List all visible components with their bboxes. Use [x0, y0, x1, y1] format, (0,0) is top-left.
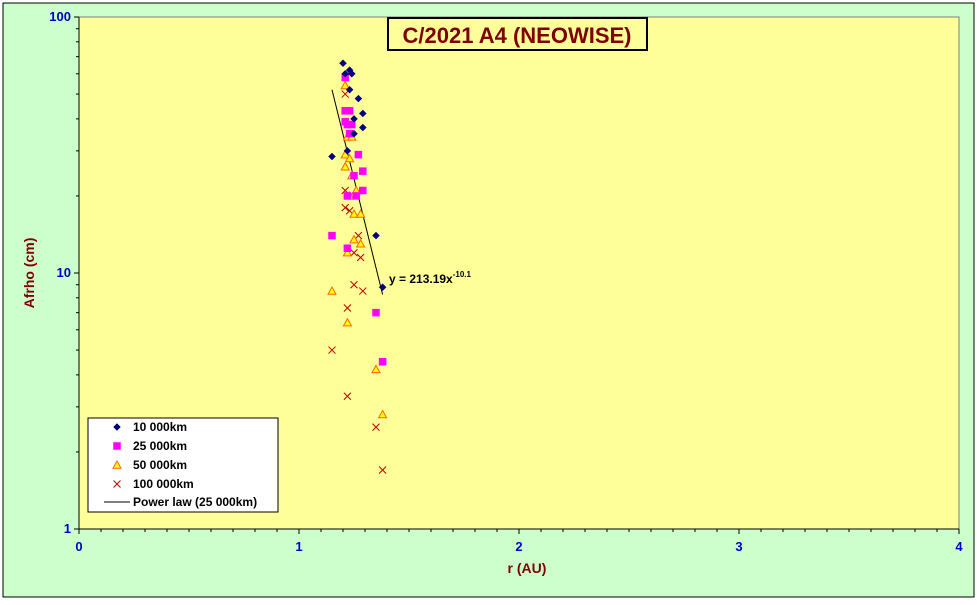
- data-point: [341, 69, 350, 78]
- data-point: [328, 346, 336, 354]
- legend-label-50000km: 50 000km: [133, 458, 187, 472]
- data-point: [359, 186, 367, 195]
- data-point: [342, 317, 353, 327]
- data-point: [340, 161, 351, 171]
- data-point: [355, 208, 366, 218]
- legend-marker: [113, 423, 121, 431]
- data-point: [350, 248, 358, 257]
- legend-item-10000km: 10 000km: [113, 420, 187, 434]
- data-point: [343, 304, 352, 312]
- legend-label-25000km: 25 000km: [133, 439, 187, 453]
- trendline-equation-base: y = 213.19x: [389, 272, 453, 286]
- data-point: [341, 203, 350, 212]
- legend-marker: [113, 480, 121, 488]
- data-point: [358, 109, 367, 118]
- data-point: [344, 153, 355, 163]
- data-point: [378, 283, 387, 292]
- x-tick-label: 1: [295, 539, 302, 554]
- data-point: [372, 231, 380, 240]
- data-point: [340, 80, 351, 90]
- chart-title-box: [387, 17, 648, 51]
- data-point: [348, 120, 356, 129]
- data-point: [372, 308, 380, 317]
- data-point: [372, 423, 380, 431]
- data-point: [355, 238, 366, 248]
- legend-item-50000km: 50 000km: [112, 458, 187, 472]
- data-point: [343, 147, 352, 155]
- data-point: [371, 364, 381, 374]
- data-point: [352, 192, 360, 200]
- legend-marker: [112, 459, 122, 469]
- data-point: [350, 129, 358, 138]
- y-tick-label: 1: [64, 521, 71, 536]
- data-point: [328, 231, 336, 240]
- data-point: [358, 287, 367, 295]
- y-tick-label: 10: [57, 265, 71, 280]
- data-point: [378, 466, 387, 474]
- data-point: [378, 358, 387, 366]
- legend-label-10000km: 10 000km: [133, 420, 187, 434]
- x-axis-label: r (AU): [508, 560, 547, 576]
- trendline-equation: y = 213.19x-10.1: [389, 270, 472, 286]
- trendline-equation-exponent: -10.1: [453, 270, 472, 279]
- y-axis-label: Afrho (cm): [21, 238, 37, 309]
- legend-item-100000km: 100 000km: [113, 477, 194, 491]
- legend-label-power-law: Power law (25 000km): [133, 495, 257, 509]
- data-point: [358, 123, 367, 132]
- data-point: [345, 107, 354, 115]
- y-tick-label: 100: [49, 9, 71, 24]
- legend-marker: [113, 442, 121, 450]
- data-point: [343, 244, 352, 252]
- data-point: [354, 150, 363, 159]
- data-point: [343, 392, 352, 401]
- data-point: [350, 171, 358, 180]
- series-10000km: [328, 59, 387, 292]
- chart-title: C/2021 A4 (NEOWISE): [387, 17, 648, 51]
- data-point: [356, 253, 365, 262]
- data-point: [341, 90, 350, 98]
- data-point: [359, 167, 367, 175]
- data-point: [339, 59, 347, 68]
- data-point: [349, 208, 359, 218]
- data-point: [377, 409, 388, 419]
- data-point: [345, 85, 354, 94]
- legend-item-power-law: Power law (25 000km): [104, 495, 257, 509]
- data-point: [354, 94, 363, 103]
- x-tick-label: 2: [515, 539, 522, 554]
- data-point: [347, 69, 356, 78]
- legend: 10 000km 25 000km 50 000km 100 000km Pow…: [87, 417, 279, 513]
- x-tick-label: 4: [955, 539, 963, 554]
- x-tick-label: 3: [735, 539, 742, 554]
- data-point: [327, 286, 337, 295]
- legend-label-100000km: 100 000km: [133, 477, 194, 491]
- data-point: [350, 115, 358, 123]
- data-point: [342, 247, 353, 257]
- data-point: [343, 192, 352, 200]
- x-tick-label: 0: [75, 539, 82, 554]
- data-point: [349, 234, 359, 244]
- chart-title-text: C/2021 A4 (NEOWISE): [402, 23, 631, 48]
- data-point: [354, 231, 363, 240]
- data-point: [350, 280, 358, 289]
- data-point: [328, 152, 336, 161]
- legend-item-25000km: 25 000km: [113, 439, 187, 453]
